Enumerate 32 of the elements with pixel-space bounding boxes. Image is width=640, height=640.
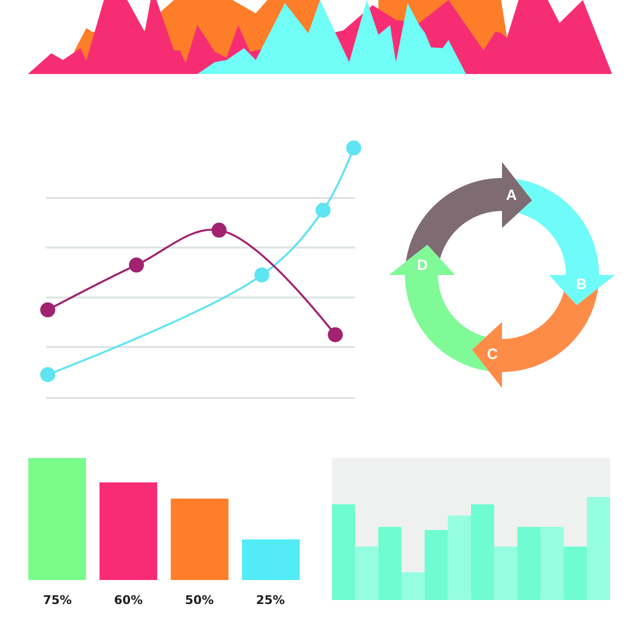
bar bbox=[564, 546, 587, 600]
point bbox=[254, 267, 270, 282]
bar bbox=[471, 504, 494, 600]
bar bbox=[100, 482, 158, 580]
point bbox=[328, 327, 343, 342]
point bbox=[316, 202, 331, 218]
bar bbox=[586, 497, 610, 600]
bar bbox=[28, 458, 86, 580]
bar bbox=[170, 498, 228, 580]
data-label: 60% bbox=[114, 593, 143, 607]
point bbox=[212, 222, 227, 238]
bar bbox=[540, 526, 564, 600]
bar bbox=[402, 572, 425, 600]
data-label: 75% bbox=[43, 593, 72, 607]
bar bbox=[517, 526, 540, 600]
point bbox=[40, 302, 56, 318]
bar bbox=[332, 504, 356, 600]
category-label: A bbox=[506, 187, 517, 204]
bar bbox=[242, 539, 300, 580]
point bbox=[128, 258, 144, 273]
data-label: 25% bbox=[256, 593, 285, 607]
category-label: C bbox=[487, 346, 498, 363]
point bbox=[40, 367, 56, 382]
bar bbox=[355, 546, 378, 600]
bar bbox=[494, 546, 518, 600]
category-label: B bbox=[576, 276, 587, 293]
data-label: 50% bbox=[185, 593, 214, 607]
bar bbox=[448, 516, 471, 600]
bar bbox=[424, 530, 448, 600]
bar bbox=[378, 526, 402, 600]
point bbox=[346, 140, 362, 156]
category-label: D bbox=[417, 257, 428, 274]
